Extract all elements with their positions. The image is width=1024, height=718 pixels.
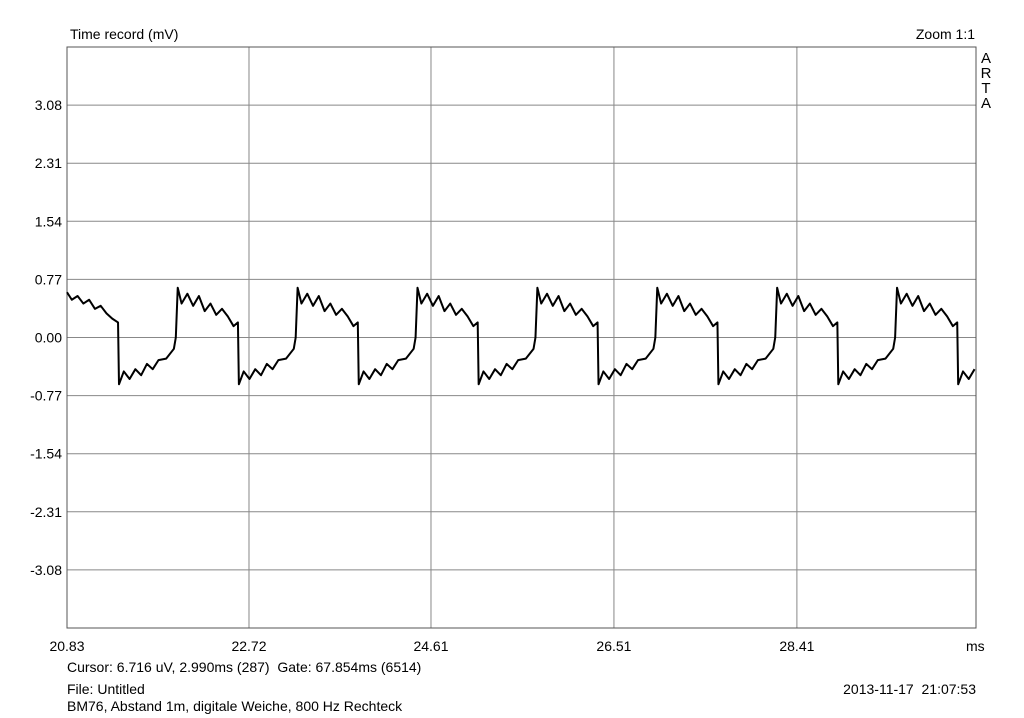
timestamp: 2013-11-17 21:07:53 — [843, 681, 976, 697]
cursor-info: Cursor: 6.716 uV, 2.990ms (287) Gate: 67… — [67, 659, 421, 675]
y-tick-label: 0.77 — [35, 271, 62, 287]
x-axis-label: ms — [966, 638, 985, 654]
y-tick-label: -2.31 — [30, 504, 62, 520]
x-tick-label: 24.61 — [413, 638, 448, 654]
y-tick-label: 3.08 — [35, 97, 62, 113]
x-tick-label: 26.51 — [596, 638, 631, 654]
brand: ARTA — [978, 50, 995, 110]
y-tick-label: -1.54 — [30, 446, 62, 462]
x-tick-label: 20.83 — [49, 638, 84, 654]
y-tick-label: 2.31 — [35, 155, 62, 171]
signal-line — [66, 286, 976, 386]
y-tick-label: -0.77 — [30, 388, 62, 404]
y-tick-label: 0.00 — [35, 330, 62, 346]
y-tick-label: -3.08 — [30, 562, 62, 578]
zoom-label: Zoom 1:1 — [916, 26, 975, 42]
file-info: File: Untitled — [67, 681, 145, 697]
plot-frame — [66, 46, 977, 629]
y-tick-label: 1.54 — [35, 213, 62, 229]
x-tick-label: 22.72 — [231, 638, 266, 654]
description: BM76, Abstand 1m, digitale Weiche, 800 H… — [67, 698, 403, 714]
chart-title: Time record (mV) — [70, 26, 178, 42]
x-tick-label: 28.41 — [779, 638, 814, 654]
